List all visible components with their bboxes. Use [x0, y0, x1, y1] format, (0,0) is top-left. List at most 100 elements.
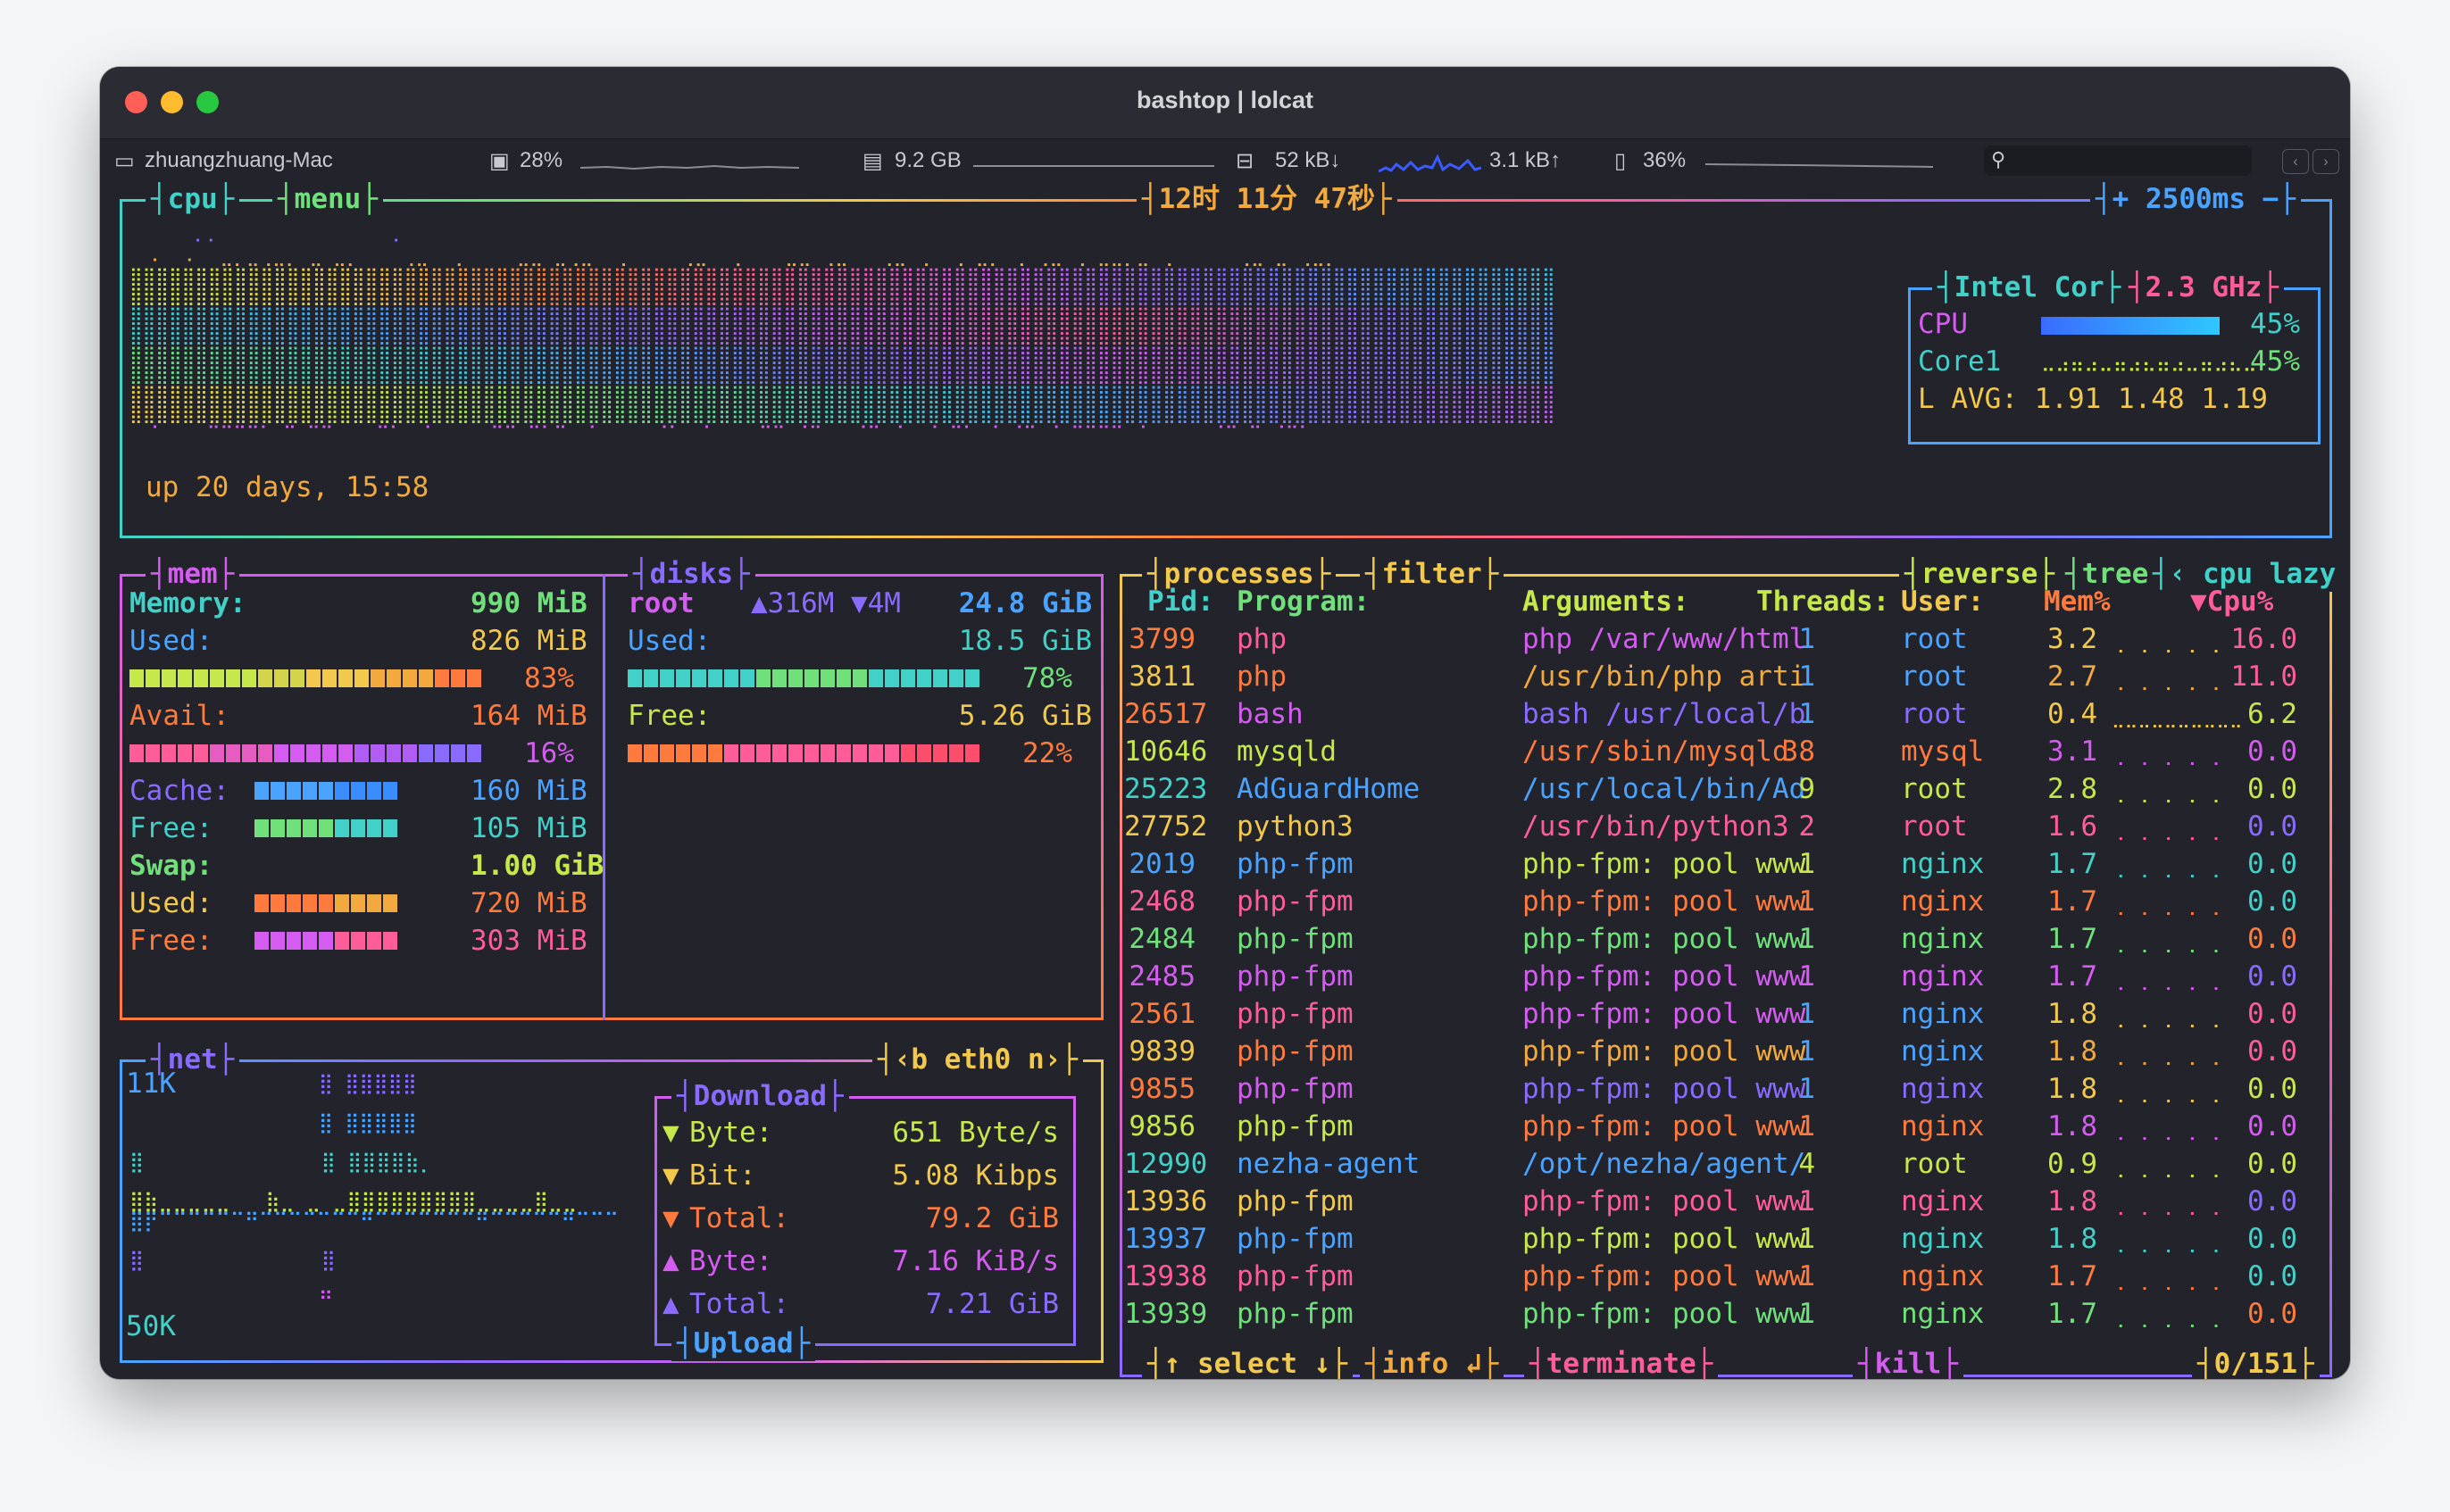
process-row[interactable]: 10646 mysqld/usr/sbin/mysqld 38 mysql 3.1 0.0… [1122, 735, 2350, 773]
process-row[interactable]: 13936 php-fpm php-fpm: pool www 1 nginx 1.8 0.… [1122, 1185, 2350, 1223]
col-user[interactable]: User: [1901, 586, 1985, 618]
minimize-button[interactable] [161, 91, 183, 113]
zoom-button[interactable] [196, 91, 219, 113]
process-row[interactable]: 2485 php-fpm php-fpm: pool www 1 nginx 1.7 0.0… [1122, 960, 2350, 998]
process-pid: 13939 [1124, 1298, 1208, 1330]
cache-bar [254, 782, 399, 800]
net-stat-label: Total: [689, 1288, 789, 1320]
process-row[interactable]: 2561 php-fpm php-fpm: pool www 1 nginx 1.8 0.0… [1122, 998, 2350, 1035]
process-cpu: 0.0 [2247, 885, 2297, 918]
process-row[interactable]: 3811 php/usr/bin/php arti 1 root 2.7 11.0 ⢀ ⢀ … [1122, 660, 2350, 698]
process-user: nginx [1901, 1073, 1985, 1105]
reverse-toggle[interactable]: ┤reverse├ [1899, 556, 2060, 592]
bar-segment [371, 669, 385, 687]
col-mem[interactable]: Mem% [2044, 586, 2111, 618]
bar-segment [274, 669, 288, 687]
disks-title: ┤disks├ [628, 556, 755, 592]
swap-free-label: Free: [129, 925, 213, 957]
bar-segment [869, 669, 883, 687]
process-pid: 2019 [1129, 848, 1196, 880]
process-threads: 1 [1798, 1185, 1815, 1217]
process-pid: 2484 [1129, 923, 1196, 955]
bar-segment [885, 744, 899, 762]
col-args[interactable]: Arguments: [1522, 586, 1689, 618]
process-cpu-graph: ⢀ ⢀ ⢀ ⢀ ⢀ [2112, 969, 2221, 991]
stats-bar: ▭ zhuangzhuang-Mac ▣ 28% ▤ 9.2 GB ⊟ 52 k… [100, 139, 2350, 184]
process-row[interactable]: 12990 nezha-agent/opt/nezha/agent/4 root 0.… [1122, 1148, 2350, 1185]
net-interface-selector[interactable]: ┤‹b eth0 n›├ [872, 1042, 1083, 1077]
bar-segment [821, 669, 835, 687]
avail-value: 164 MiB [471, 700, 588, 732]
bar-segment [335, 782, 349, 800]
process-user: nginx [1901, 885, 1985, 918]
bar-segment [708, 744, 722, 762]
process-row[interactable]: 3799 php php /var/www/html 1 root 3.2 16.0 ⢀ ⢀ … [1122, 623, 2350, 660]
process-table-header: Pid: Program: Arguments: Threads: User: … [1122, 586, 2350, 623]
menu-tab[interactable]: ┤menu├ [272, 181, 383, 217]
disk-root-io: ▲316M ▼4M [751, 587, 901, 619]
bar-segment [354, 744, 369, 762]
process-row[interactable]: 25223 AdGuardHome/usr/local/bin/Ad 9 root 2.… [1122, 773, 2350, 810]
col-pid[interactable]: Pid: [1147, 586, 1214, 618]
process-row[interactable]: 9839 php-fpm php-fpm: pool www 1 nginx 1.8 0.0… [1122, 1035, 2350, 1073]
cpu-info-panel: ┤Intel Cor├ ┤2.3 GHz├ CPU 45% Core1 ⣀⣠⣤⣠… [1908, 270, 2321, 444]
bar-segment [335, 932, 349, 950]
process-threads: 1 [1798, 960, 1815, 993]
cpu-total-pct: 45% [2250, 308, 2300, 340]
process-row[interactable]: 2019 php-fpm php-fpm: pool www 1 nginx 1.7 0.0… [1122, 848, 2350, 885]
process-row[interactable]: 27752 python3/usr/bin/python3 2 root 1.6 0.0 ⢀… [1122, 810, 2350, 848]
process-threads: 1 [1798, 660, 1815, 693]
process-row[interactable]: 9856 php-fpm php-fpm: pool www 1 nginx 1.8 0.0… [1122, 1110, 2350, 1148]
bar-segment [303, 932, 317, 950]
process-pid: 13936 [1124, 1185, 1208, 1217]
load-average: L AVG: 1.91 1.48 1.19 [1918, 383, 2268, 415]
info-button[interactable]: ┤info ↲├ [1360, 1346, 1504, 1379]
bar-segment [338, 669, 353, 687]
col-threads[interactable]: Threads: [1756, 586, 1890, 618]
process-cpu: 0.0 [2247, 1298, 2297, 1330]
process-cpu-graph: ⢀ ⢀ ⢀ ⢀ ⢀ [2112, 744, 2221, 766]
bar-segment [644, 669, 658, 687]
bar-segment [467, 744, 481, 762]
process-row[interactable]: 13939 php-fpm php-fpm: pool www 1 nginx 1.7 0.… [1122, 1298, 2350, 1335]
col-program[interactable]: Program: [1237, 586, 1371, 618]
bar-segment [419, 669, 433, 687]
net-up-rate: 3.1 kB↑ [1489, 148, 1562, 172]
bar-segment [756, 669, 771, 687]
close-button[interactable] [125, 91, 147, 113]
kill-button[interactable]: ┤kill├ [1853, 1346, 1963, 1379]
process-row[interactable]: 13937 php-fpm php-fpm: pool www 1 nginx 1.8 0.… [1122, 1223, 2350, 1260]
bar-segment [271, 932, 285, 950]
download-title: ┤Download├ [671, 1078, 849, 1114]
back-button[interactable]: ‹ [2282, 149, 2309, 174]
update-interval[interactable]: ┤+ 2500ms −├ [2090, 181, 2301, 217]
process-pid: 9839 [1129, 1035, 1196, 1068]
process-row[interactable]: 2468 php-fpm php-fpm: pool www 1 nginx 1.7 0.0… [1122, 885, 2350, 923]
process-row[interactable]: 26517 bash bash /usr/local/b 1 root 0.4 6.2 ⣀⣀⣀… [1122, 698, 2350, 735]
process-row[interactable]: 9855 php-fpm php-fpm: pool www 1 nginx 1.8 0.0… [1122, 1073, 2350, 1110]
bar-segment [965, 669, 979, 687]
forward-button[interactable]: › [2312, 149, 2339, 174]
col-cpu[interactable]: ▼Cpu% [2190, 586, 2274, 618]
process-program: php-fpm [1237, 1223, 1354, 1255]
cpu-graph-row: ⣿⣿⣿⣿⣿⣿⣿⣿⣿⣿⣿⣿⣿⣿⣿⣿⣿⣿⣿⣿⣿⣿⣿⣿⣿⣿⣿⣿⣿⣿⣿⣿⣿⣿⣿⣿⣿⣿⣿⣿… [129, 305, 1871, 325]
net-stat-arrow: ▲ [662, 1288, 679, 1320]
process-row[interactable]: 2484 php-fpm php-fpm: pool www 1 nginx 1.7 0.0… [1122, 923, 2350, 960]
cpu-graph-row: ⣿⣿⣿⣿⣿⣿⣿⣿⣿⣿⣿⣿⣿⣿⣿⣿⣿⣿⣿⣿⣿⣿⣿⣿⣿⣿⣿⣿⣿⣿⣿⣿⣿⣿⣿⣿⣿⣿⣿⣿… [129, 345, 1871, 364]
select-hint[interactable]: ┤↑ select ↓├ [1142, 1346, 1353, 1379]
process-row[interactable]: 13938 php-fpm php-fpm: pool www 1 nginx 1.7 0.… [1122, 1260, 2350, 1298]
processes-tab[interactable]: ┤processes├ [1142, 556, 1337, 592]
process-user: nginx [1901, 1035, 1985, 1068]
bar-segment [335, 894, 349, 912]
cpu-tab[interactable]: ┤cpu├ [146, 181, 240, 217]
search-field[interactable]: ⚲ [1984, 145, 2252, 176]
bar-segment [885, 669, 899, 687]
sort-selector[interactable]: ┤‹ cpu lazy ›├ [2147, 556, 2350, 592]
process-pid: 3799 [1129, 623, 1196, 655]
bar-segment [467, 669, 481, 687]
process-pid: 12990 [1124, 1148, 1208, 1180]
process-cpu-graph: ⢀ ⢀ ⢀ ⢀ ⢀ [2112, 857, 2221, 878]
bar-segment [853, 744, 867, 762]
filter-tab[interactable]: ┤filter├ [1360, 556, 1504, 592]
terminate-button[interactable]: ┤terminate├ [1524, 1346, 1719, 1379]
